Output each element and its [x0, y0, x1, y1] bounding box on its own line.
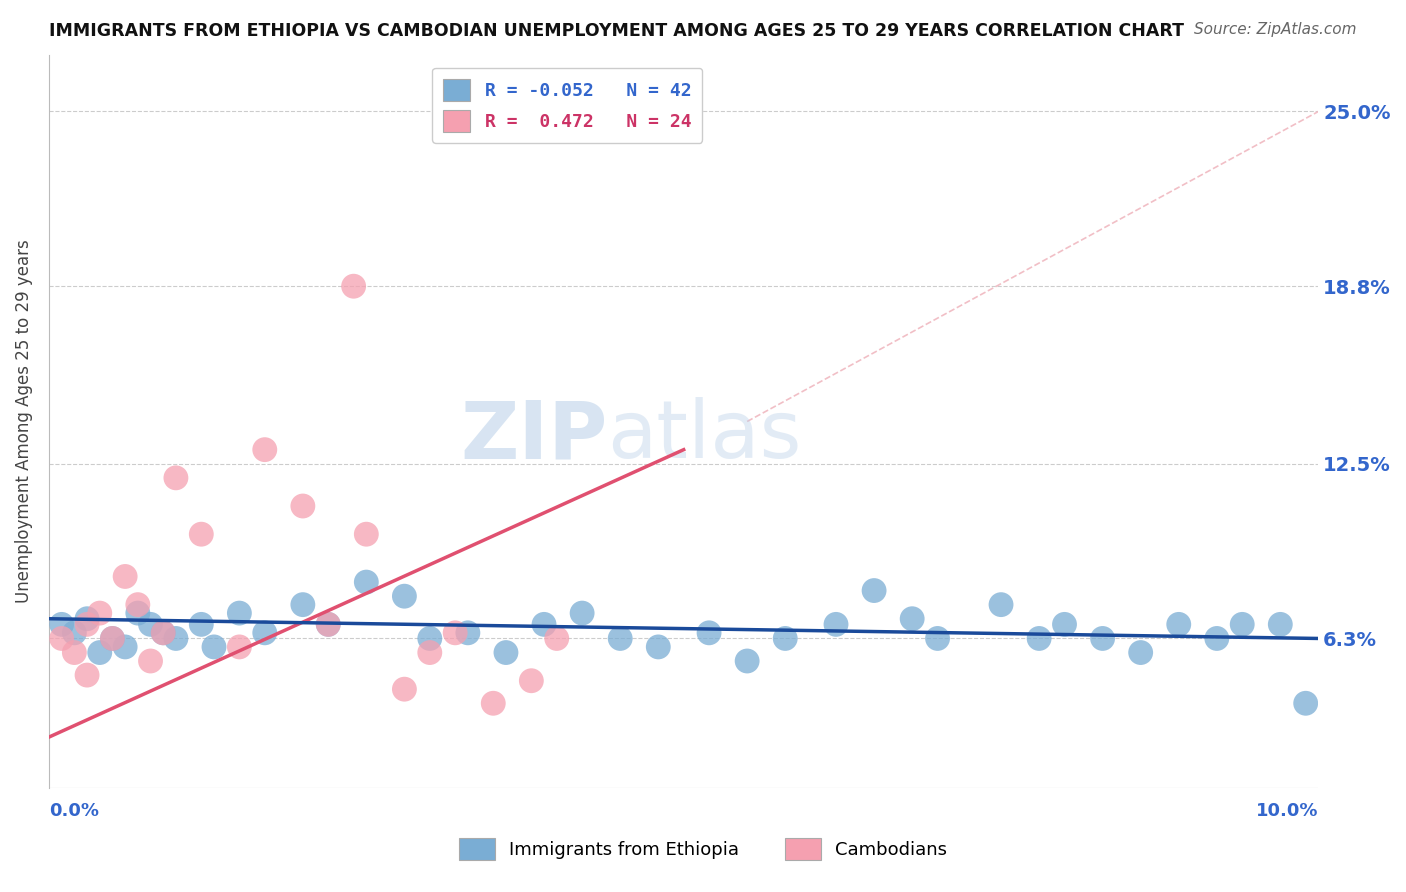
Point [394, 682, 416, 697]
Point [533, 617, 555, 632]
Point [546, 632, 568, 646]
Point [825, 617, 848, 632]
Point [1295, 696, 1317, 710]
Point [228, 640, 250, 654]
Point [127, 606, 149, 620]
Point [114, 640, 136, 654]
Point [76, 612, 98, 626]
Point [63, 646, 86, 660]
Point [253, 442, 276, 457]
Point [1270, 617, 1292, 632]
Text: 0.0%: 0.0% [49, 802, 98, 820]
Point [291, 499, 314, 513]
Point [1091, 632, 1114, 646]
Point [609, 632, 631, 646]
Point [647, 640, 669, 654]
Point [697, 625, 720, 640]
Point [89, 646, 111, 660]
Point [927, 632, 949, 646]
Point [63, 625, 86, 640]
Point [101, 632, 124, 646]
Point [114, 569, 136, 583]
Point [1053, 617, 1076, 632]
Text: 10.0%: 10.0% [1256, 802, 1319, 820]
Point [444, 625, 467, 640]
Point [316, 617, 339, 632]
Point [101, 632, 124, 646]
Point [863, 583, 886, 598]
Point [343, 279, 366, 293]
Legend: Immigrants from Ethiopia, Cambodians: Immigrants from Ethiopia, Cambodians [451, 830, 955, 867]
Point [165, 632, 187, 646]
Point [51, 617, 73, 632]
Point [165, 471, 187, 485]
Point [482, 696, 505, 710]
Point [291, 598, 314, 612]
Point [495, 646, 517, 660]
Point [901, 612, 924, 626]
Text: atlas: atlas [607, 397, 801, 475]
Point [139, 617, 162, 632]
Point [190, 527, 212, 541]
Point [356, 527, 378, 541]
Point [773, 632, 796, 646]
Point [316, 617, 339, 632]
Point [1129, 646, 1152, 660]
Point [228, 606, 250, 620]
Point [253, 625, 276, 640]
Point [152, 625, 174, 640]
Point [202, 640, 225, 654]
Point [127, 598, 149, 612]
Legend: R = -0.052   N = 42, R =  0.472   N = 24: R = -0.052 N = 42, R = 0.472 N = 24 [433, 68, 703, 143]
Point [990, 598, 1012, 612]
Point [190, 617, 212, 632]
Text: ZIP: ZIP [460, 397, 607, 475]
Point [520, 673, 543, 688]
Point [76, 617, 98, 632]
Point [571, 606, 593, 620]
Point [356, 575, 378, 590]
Y-axis label: Unemployment Among Ages 25 to 29 years: Unemployment Among Ages 25 to 29 years [15, 240, 32, 603]
Point [457, 625, 479, 640]
Point [394, 589, 416, 603]
Point [735, 654, 758, 668]
Point [1205, 632, 1227, 646]
Point [1232, 617, 1254, 632]
Point [51, 632, 73, 646]
Point [419, 632, 441, 646]
Point [89, 606, 111, 620]
Point [76, 668, 98, 682]
Point [139, 654, 162, 668]
Point [419, 646, 441, 660]
Text: IMMIGRANTS FROM ETHIOPIA VS CAMBODIAN UNEMPLOYMENT AMONG AGES 25 TO 29 YEARS COR: IMMIGRANTS FROM ETHIOPIA VS CAMBODIAN UN… [49, 22, 1184, 40]
Text: Source: ZipAtlas.com: Source: ZipAtlas.com [1194, 22, 1357, 37]
Point [1167, 617, 1189, 632]
Point [152, 625, 174, 640]
Point [1028, 632, 1050, 646]
